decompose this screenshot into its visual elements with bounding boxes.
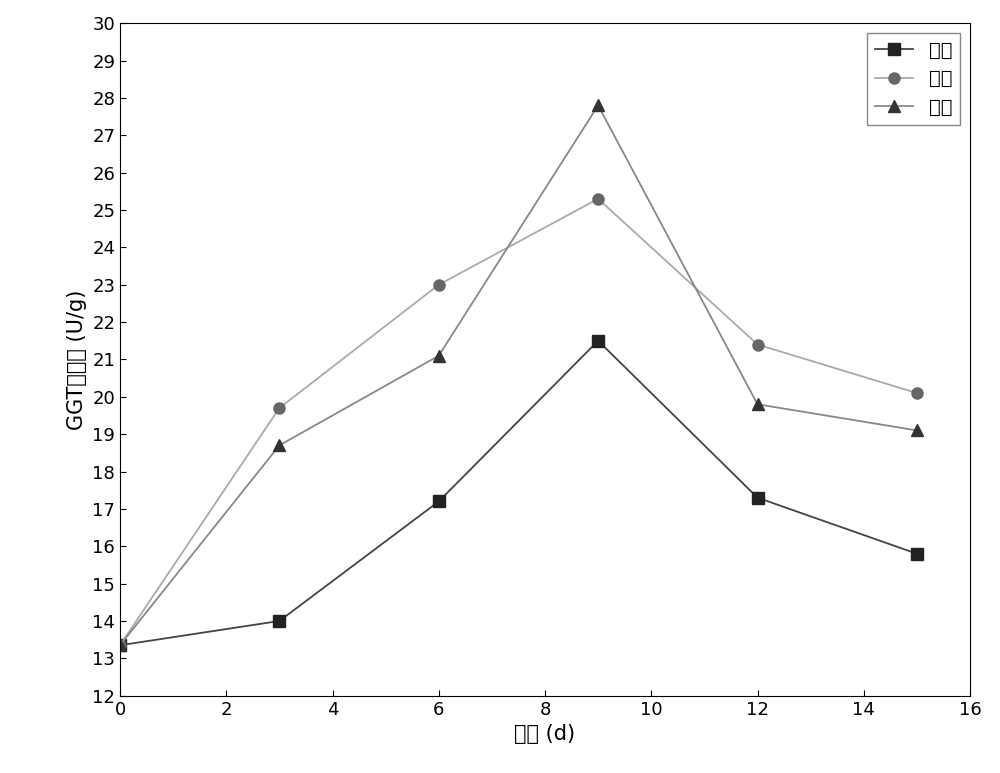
Line: 普通: 普通 (114, 193, 922, 651)
开口 (273, 441, 285, 450)
开口 (114, 641, 126, 650)
Y-axis label: GGT比活力 (U/g): GGT比活力 (U/g) (67, 289, 87, 430)
开口 (752, 400, 764, 409)
开口 (911, 426, 923, 435)
普通 (752, 340, 764, 349)
开口 (592, 100, 604, 110)
Line: 开口: 开口 (114, 100, 922, 651)
纳米 (433, 497, 445, 506)
纳米 (911, 549, 923, 558)
Line: 纳米: 纳米 (114, 335, 922, 651)
普通 (433, 280, 445, 289)
X-axis label: 时间 (d): 时间 (d) (514, 724, 576, 744)
纳米 (592, 336, 604, 346)
纳米 (752, 493, 764, 502)
纳米 (114, 641, 126, 650)
普通 (273, 404, 285, 413)
普通 (592, 194, 604, 203)
普通 (911, 388, 923, 397)
Legend: 纳米, 普通, 开口: 纳米, 普通, 开口 (867, 33, 960, 125)
普通 (114, 641, 126, 650)
开口 (433, 351, 445, 360)
纳米 (273, 616, 285, 625)
